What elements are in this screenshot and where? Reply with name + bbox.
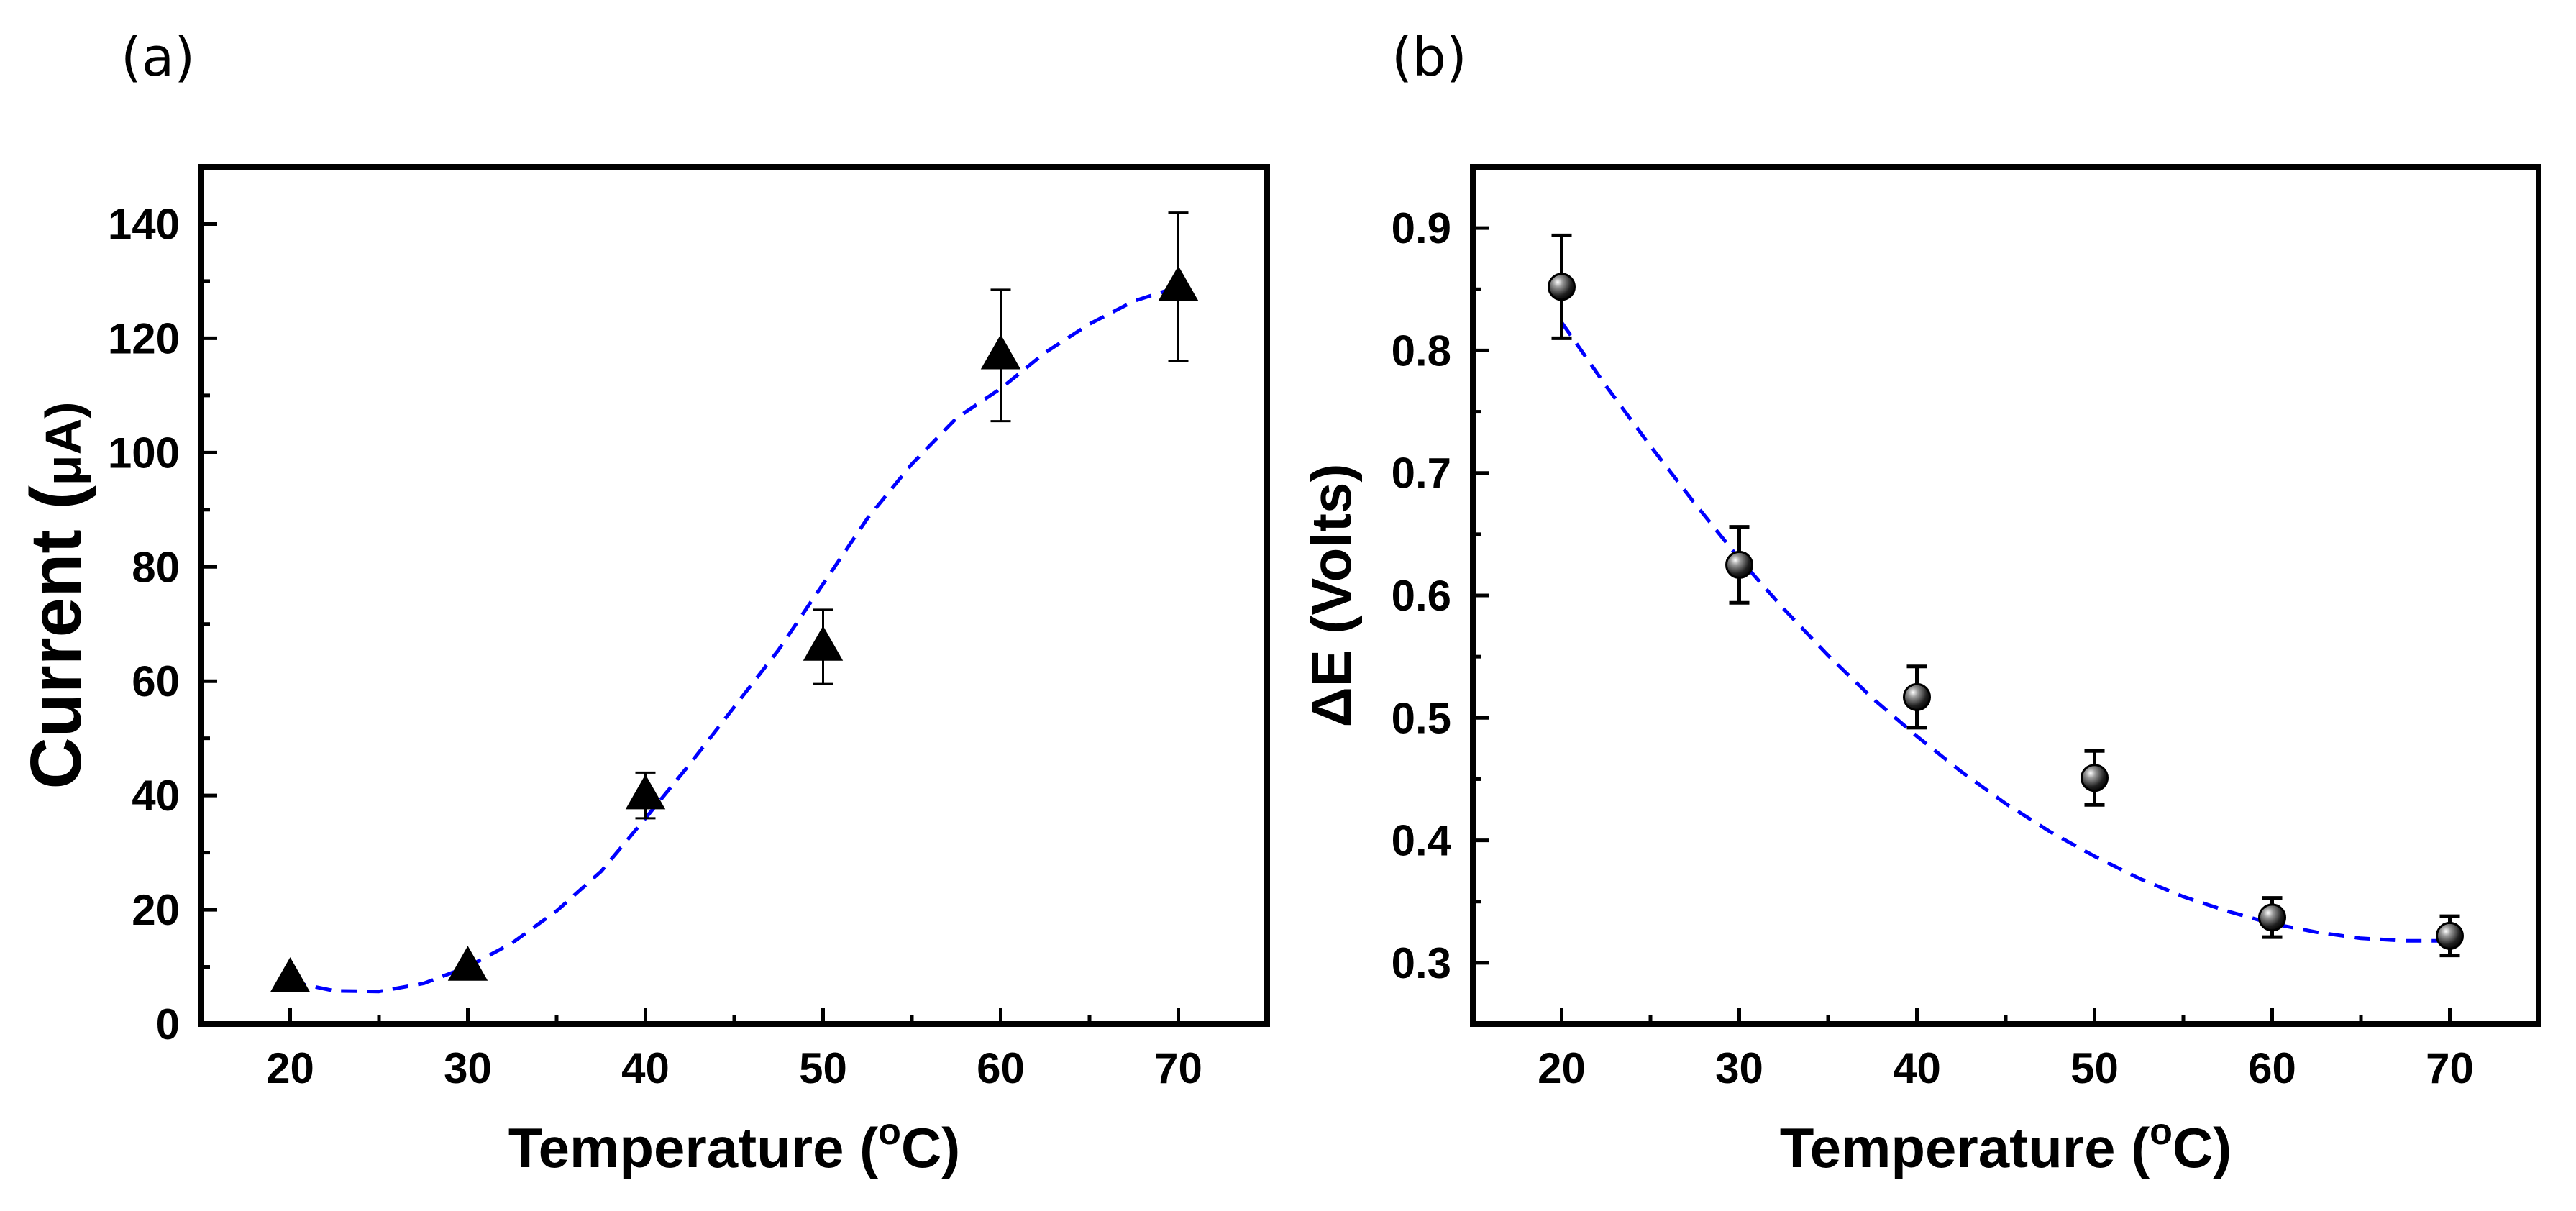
y-tick-label: 60 — [132, 657, 180, 705]
fit-curve-b — [1560, 321, 2450, 943]
data-point-sphere — [1725, 550, 1753, 579]
x-tick-label: 50 — [799, 1044, 847, 1092]
y-axis-title-b: ΔE (Volts) — [1300, 464, 1363, 728]
data-point-sphere — [2258, 903, 2286, 932]
plot-frame-b — [1470, 164, 2541, 1027]
panel-label-a: (a) — [121, 27, 195, 88]
fit-line — [289, 285, 1179, 994]
y-tick-label: 140 — [108, 200, 180, 248]
axis-ticks-b — [1471, 165, 2541, 1026]
data-point-sphere — [1903, 682, 1931, 711]
data-points-a — [270, 211, 1199, 992]
y-tick-label: 0.4 — [1392, 817, 1452, 865]
y-tick-label: 0.5 — [1392, 694, 1451, 742]
y-tick-label: 0.6 — [1392, 572, 1451, 620]
y-tick-label: 0.9 — [1392, 204, 1451, 252]
x-tick-label: 30 — [444, 1044, 492, 1092]
y-tick-label: 0.3 — [1392, 939, 1451, 987]
y-tick-label: 20 — [132, 886, 180, 934]
x-tick-label: 40 — [1893, 1044, 1941, 1092]
panel-label-b: (b) — [1392, 27, 1467, 88]
x-tick-label: 50 — [2070, 1044, 2119, 1092]
data-point-triangle — [270, 957, 311, 992]
x-tick-label: 70 — [2426, 1044, 2474, 1092]
y-tick-label: 0.7 — [1392, 449, 1451, 498]
tick-labels-b: 20 30 40 50 60 70 0.3 0.4 0.5 0.6 0.7 0.8 0.9 — [1392, 204, 2474, 1092]
y-tick-label: 0.8 — [1392, 326, 1451, 375]
x-tick-label: 60 — [2248, 1044, 2296, 1092]
x-tick-label: 70 — [1154, 1044, 1202, 1092]
plot-frame-a — [198, 164, 1270, 1027]
y-tick-label: 120 — [108, 314, 180, 362]
tick-labels-a: 20 30 40 50 60 70 0 20 40 60 80 100 120 140 — [108, 200, 1202, 1092]
x-tick-label: 60 — [977, 1044, 1025, 1092]
fit-line — [1560, 321, 2450, 943]
x-tick-label: 30 — [1715, 1044, 1763, 1092]
y-axis-title-a: Current (μA) — [16, 402, 96, 790]
y-tick-label: 0 — [156, 1000, 180, 1048]
y-tick-label: 40 — [132, 772, 180, 820]
x-tick-label: 20 — [266, 1044, 314, 1092]
x-axis-title-a: Temperature (oC) — [508, 1111, 960, 1179]
data-point-triangle — [980, 334, 1021, 370]
x-axis-title-b: Temperature (oC) — [1780, 1111, 2232, 1179]
data-points-b — [1548, 233, 2464, 958]
data-point-sphere — [2436, 921, 2464, 950]
data-point-triangle — [447, 946, 488, 981]
axis-ticks-a — [199, 165, 1269, 1026]
chart-panel-a: (a) 20 30 40 50 60 70 0 20 40 60 80 100 120 140 Tempe… — [16, 27, 1270, 1179]
y-tick-label: 80 — [132, 543, 180, 591]
data-point-sphere — [2081, 764, 2109, 792]
fit-curve-a — [289, 285, 1179, 994]
data-point-sphere — [1548, 273, 1576, 301]
x-tick-label: 20 — [1538, 1044, 1586, 1092]
data-point-triangle — [1158, 265, 1199, 301]
data-point-triangle — [803, 626, 844, 661]
chart-panel-b: (b) 20 30 40 50 60 70 0.3 0.4 0.5 0.6 0.7 0.8 0.9 Te… — [1300, 27, 2541, 1179]
data-point-triangle — [625, 774, 666, 810]
y-tick-label: 100 — [108, 429, 180, 477]
x-tick-label: 40 — [621, 1044, 670, 1092]
